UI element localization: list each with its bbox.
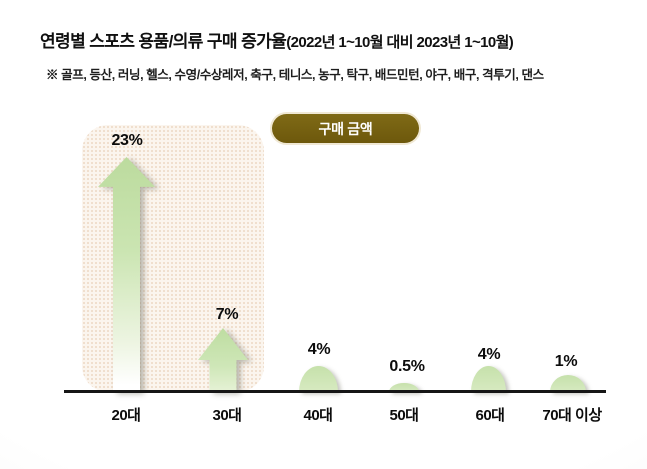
arrow-up-icon xyxy=(98,157,155,392)
category-label-50s: 50대 xyxy=(389,407,420,424)
category-label-30s: 30대 xyxy=(212,407,243,424)
bar-40s-dome xyxy=(299,366,338,392)
value-label-70s: 1% xyxy=(554,353,578,370)
metric-badge-label: 구매 금액 xyxy=(318,120,373,137)
value-label-60s: 4% xyxy=(477,346,501,363)
bar-20s-arrow xyxy=(98,157,155,392)
metric-badge: 구매 금액 xyxy=(272,114,419,143)
category-label-70s-plus: 70대 이상 xyxy=(542,407,602,424)
bar-60s-dome xyxy=(471,366,506,392)
page-title: 연령별 스포츠 용품/의류 구매 증가율(2022년 1~10월 대비 2023… xyxy=(40,27,514,52)
category-label-60s: 60대 xyxy=(475,407,506,424)
arrow-up-icon xyxy=(198,328,248,392)
page-subtitle: ※ 골프, 등산, 러닝, 헬스, 수영/수상레저, 축구, 테니스, 농구, … xyxy=(46,68,544,82)
value-label-30s: 7% xyxy=(215,306,239,323)
value-label-20s: 23% xyxy=(111,132,143,149)
x-axis-line xyxy=(64,390,606,393)
category-label-40s: 40대 xyxy=(303,407,334,424)
bar-30s-arrow xyxy=(198,328,248,392)
page-title-period: (2022년 1~10월 대비 2023년 1~10월) xyxy=(286,34,514,51)
bar-50s-dome xyxy=(389,383,419,392)
page-title-main: 연령별 스포츠 용품/의류 구매 증가율 xyxy=(40,32,287,51)
value-label-50s: 0.5% xyxy=(389,358,425,375)
category-label-20s: 20대 xyxy=(111,407,142,424)
value-label-40s: 4% xyxy=(307,341,331,358)
bar-70s-dome xyxy=(550,375,586,392)
highlight-region-20s-30s xyxy=(82,125,264,392)
